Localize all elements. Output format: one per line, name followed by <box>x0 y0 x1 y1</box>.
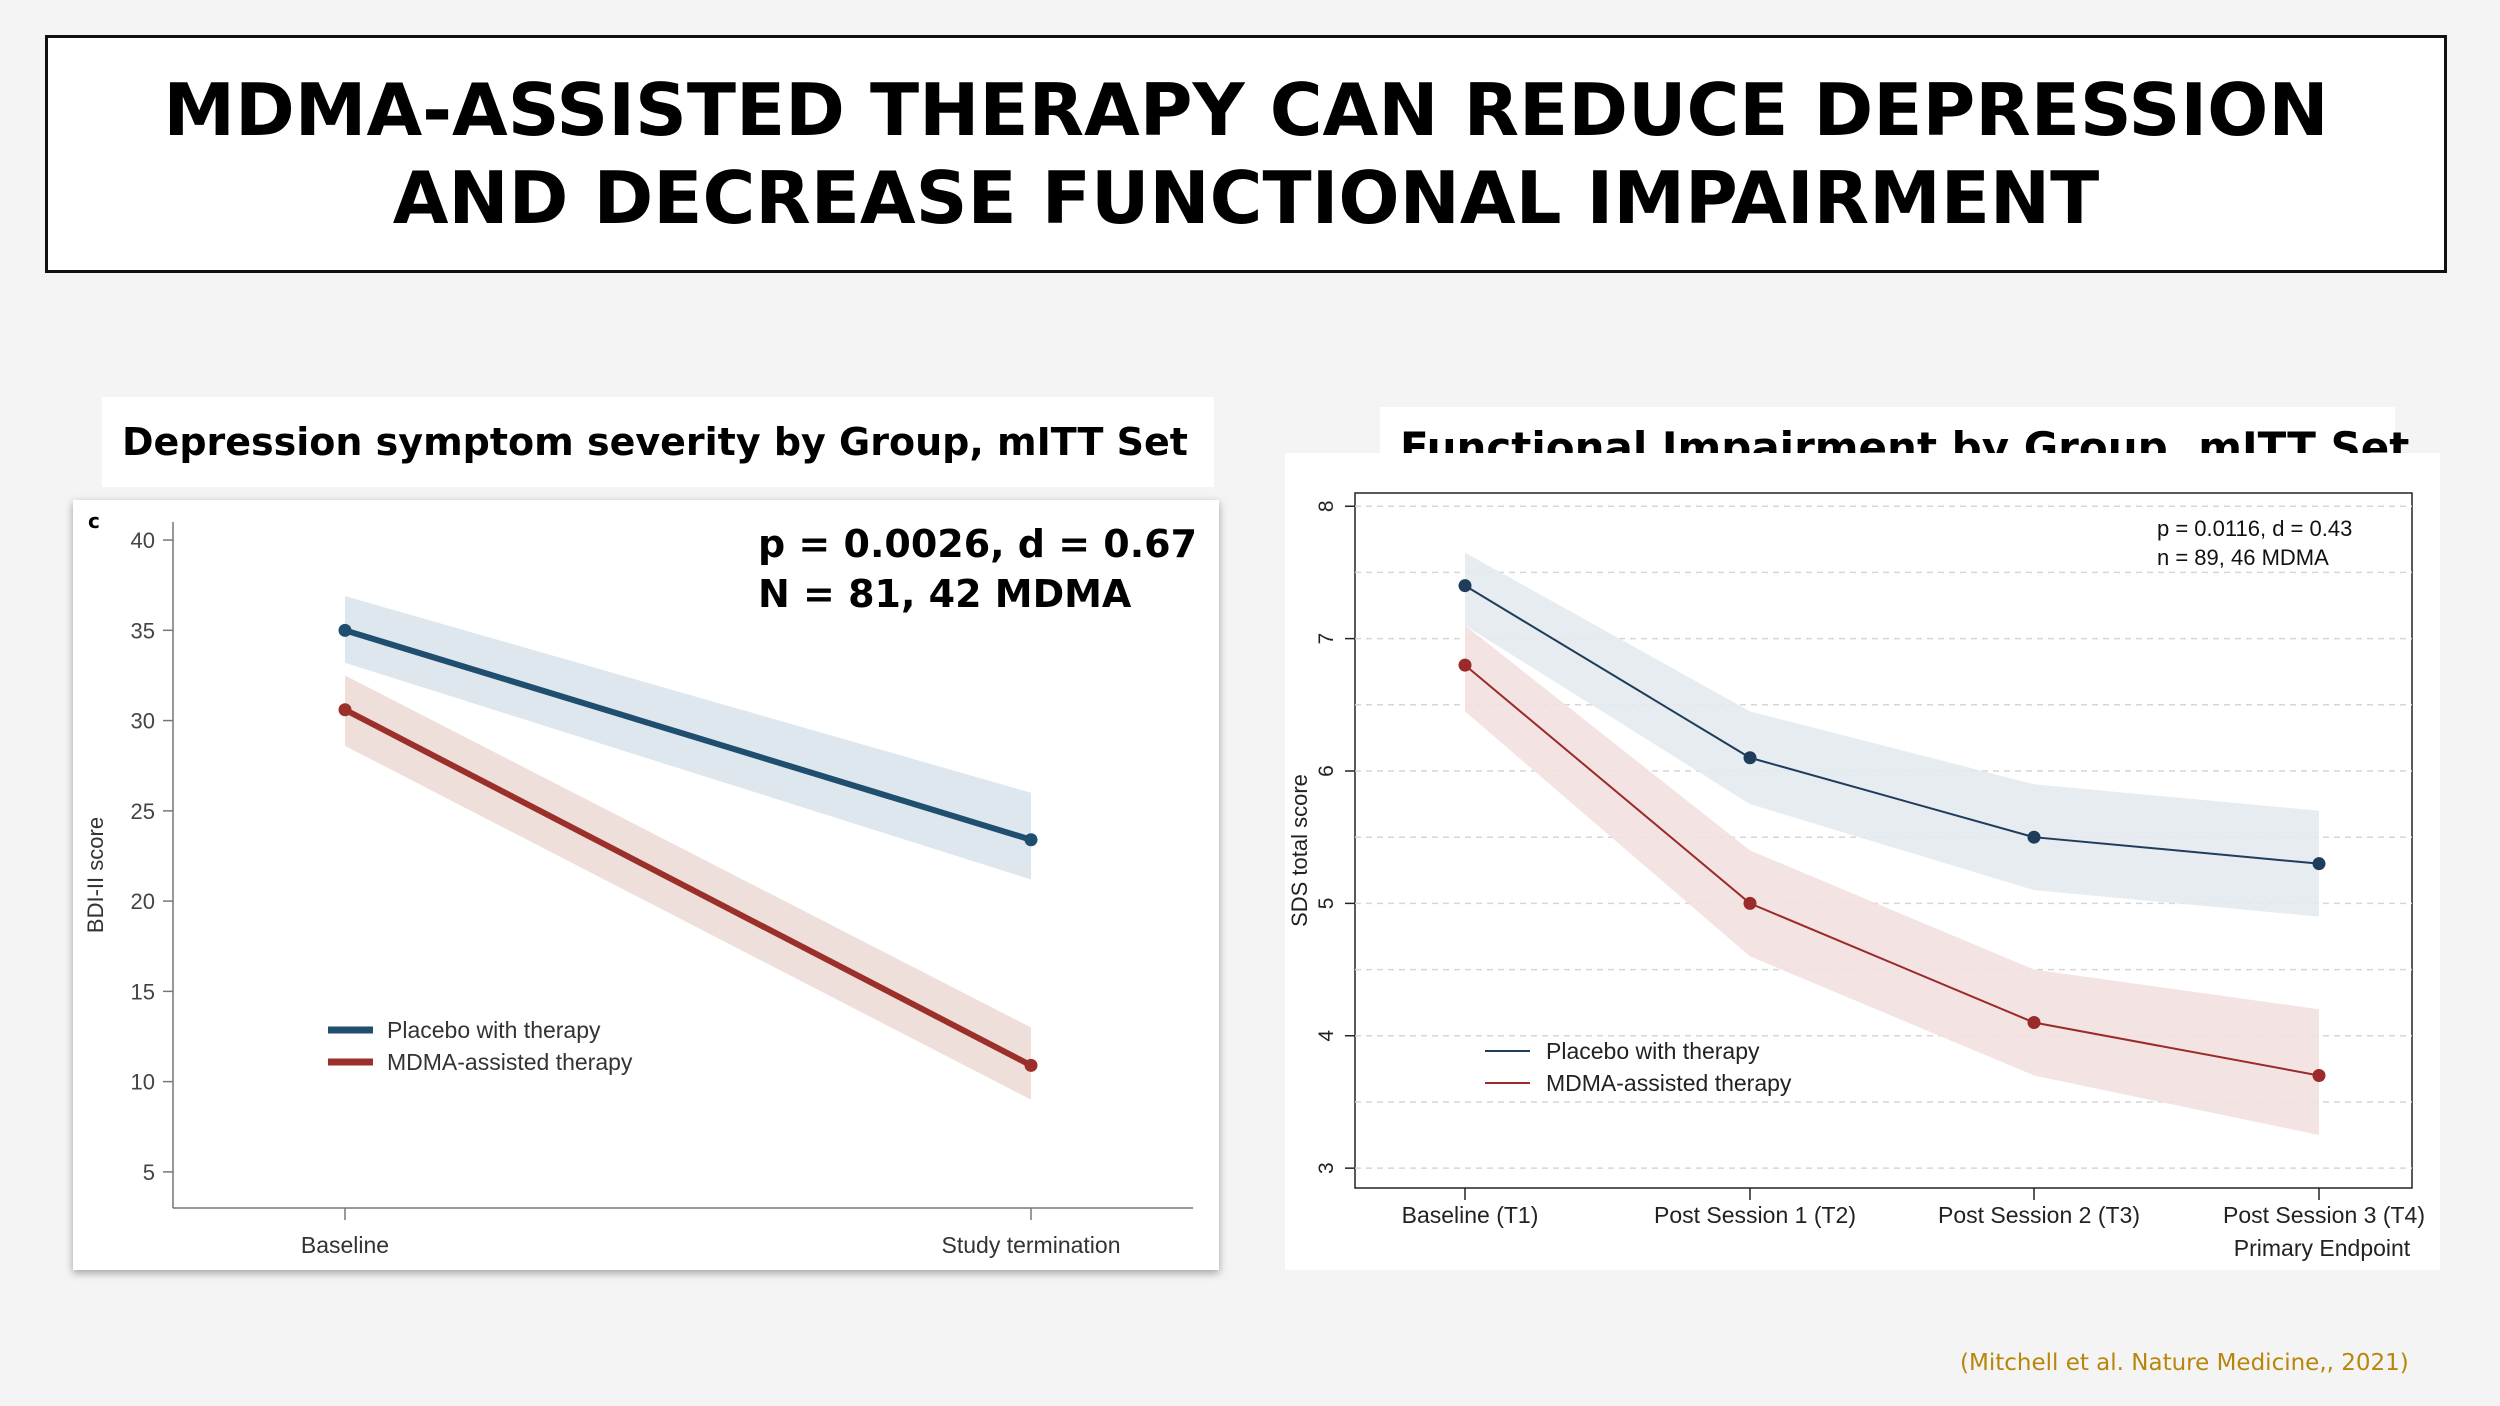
ci-band-1 <box>1465 625 2319 1136</box>
data-point <box>2312 1068 2326 1082</box>
data-point <box>338 623 352 637</box>
stats-annotation: n = 89, 46 MDMA <box>2157 545 2329 570</box>
series-line-0 <box>1464 584 2320 865</box>
y-tick-label: 4 <box>1315 1030 1338 1042</box>
stats-annotation: N = 81, 42 MDMA <box>758 572 1132 616</box>
legend-label: Placebo with therapy <box>387 1017 601 1043</box>
y-axis-label: SDS total score <box>1287 774 1312 927</box>
y-tick-label: 5 <box>143 1160 155 1185</box>
y-tick-label: 5 <box>1315 898 1338 910</box>
y-tick-label: 6 <box>1315 765 1338 777</box>
slide-title-line-2: AND DECREASE FUNCTIONAL IMPAIRMENT <box>392 156 2100 240</box>
data-point <box>2027 1016 2041 1030</box>
x-tick-sublabel: Primary Endpoint <box>2234 1235 2411 1261</box>
data-point <box>1024 1058 1038 1072</box>
series-line-1 <box>1464 664 2320 1077</box>
left-panel-title: Depression symptom severity by Group, mI… <box>102 397 1214 487</box>
x-tick-label: Study termination <box>942 1232 1121 1258</box>
x-tick-label: Baseline <box>301 1232 389 1258</box>
x-tick-label: Post Session 2 (T3) <box>1938 1202 2140 1228</box>
slide-title-box: MDMA-ASSISTED THERAPY CAN REDUCE DEPRESS… <box>45 35 2447 273</box>
y-tick-label: 8 <box>1315 500 1338 512</box>
citation: (Mitchell et al. Nature Medicine,, 2021) <box>1960 1350 2409 1376</box>
y-tick-label: 10 <box>131 1070 155 1095</box>
data-point <box>338 703 352 717</box>
data-point <box>1458 658 1472 672</box>
y-axis-label: BDI-II score <box>83 817 108 933</box>
left-chart-card: c 5 10 15 20 25 30 35 40 Baseline Study terminatio… <box>73 500 1219 1270</box>
y-tick-label: 25 <box>131 799 155 824</box>
x-tick-label: Post Session 1 (T2) <box>1654 1202 1856 1228</box>
slide-title-line-1: MDMA-ASSISTED THERAPY CAN REDUCE DEPRESS… <box>163 68 2329 152</box>
depression-chart: c 5 10 15 20 25 30 35 40 Baseline Study terminatio… <box>83 509 1197 1258</box>
plot-frame <box>1354 492 2413 1189</box>
data-point <box>1458 579 1472 593</box>
y-tick-label: 7 <box>1315 633 1338 645</box>
series-line-0 <box>344 627 1032 843</box>
x-tick-label: Baseline (T1) <box>1402 1202 1539 1228</box>
data-point <box>1743 896 1757 910</box>
legend-label: MDMA-assisted therapy <box>387 1049 633 1075</box>
legend-label: MDMA-assisted therapy <box>1546 1070 1792 1096</box>
y-tick-label: 3 <box>1315 1162 1338 1174</box>
y-tick-label: 15 <box>131 979 155 1004</box>
y-tick-label: 40 <box>131 528 155 553</box>
ci-band-0 <box>1465 552 2319 917</box>
functional-impairment-chart: 3 4 5 6 7 8 SDS total score Baseline (T1) Post S… <box>1287 492 2425 1261</box>
x-tick-label: Post Session 3 (T4) <box>2223 1202 2425 1228</box>
data-point <box>1024 833 1038 847</box>
y-tick-label: 20 <box>131 889 155 914</box>
data-point <box>1743 751 1757 765</box>
data-point <box>2027 830 2041 844</box>
y-tick-label: 30 <box>131 709 155 734</box>
series-line-1 <box>343 707 1033 1069</box>
stats-annotation: p = 0.0026, d = 0.67 <box>758 522 1197 566</box>
right-chart-card: 3 4 5 6 7 8 SDS total score Baseline (T1) Post S… <box>1285 453 2440 1270</box>
panel-letter: c <box>88 509 100 533</box>
y-tick-label: 35 <box>131 618 155 643</box>
stats-annotation: p = 0.0116, d = 0.43 <box>2157 516 2352 541</box>
legend-label: Placebo with therapy <box>1546 1038 1760 1064</box>
data-point <box>2312 857 2326 871</box>
